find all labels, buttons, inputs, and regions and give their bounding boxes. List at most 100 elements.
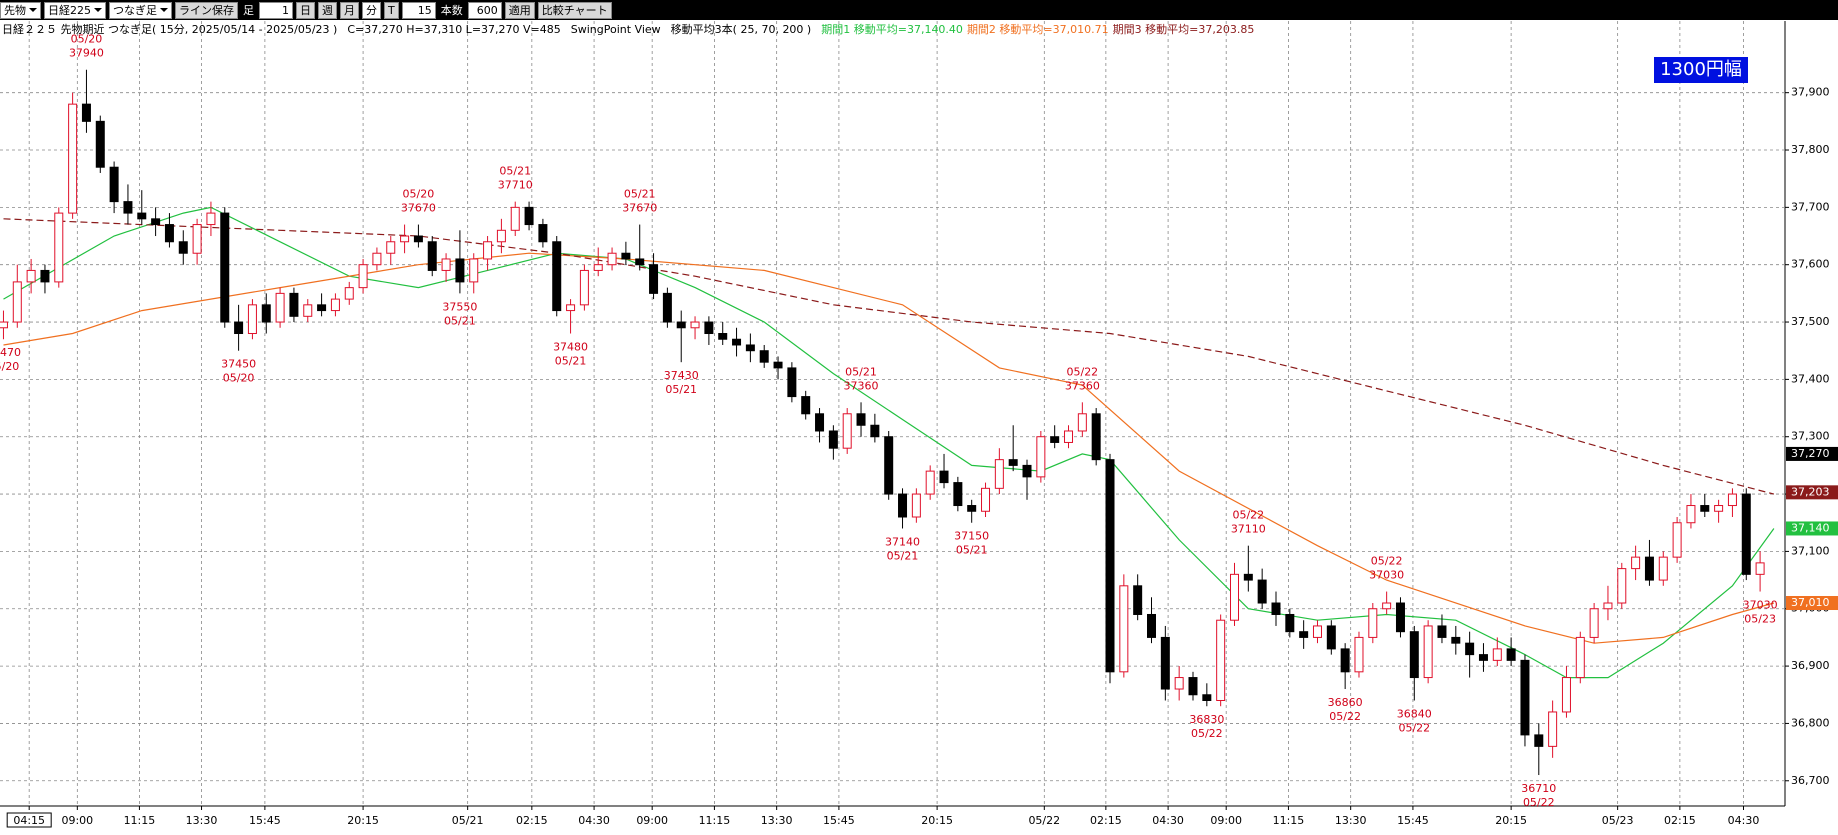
period-button[interactable]: 日: [296, 1, 315, 19]
candle-body: [54, 212, 64, 283]
x-tick-label: 09:00: [1210, 814, 1242, 827]
candle-body: [635, 258, 645, 266]
market-select[interactable]: 先物: [0, 1, 41, 19]
period-button[interactable]: 週: [318, 1, 337, 19]
candle-body: [441, 258, 451, 271]
candle-body: [1147, 613, 1157, 638]
y-tick-label: 36,800: [1791, 716, 1830, 729]
candle-body: [40, 269, 50, 283]
moving-average-line: [3, 218, 1775, 495]
x-tick-label: 15:45: [1397, 814, 1429, 827]
compare-button[interactable]: 比較チャート: [537, 1, 612, 19]
candle-body: [1492, 648, 1502, 661]
candle-body: [704, 321, 714, 335]
candle-body: [510, 206, 520, 231]
candle-body: [579, 269, 589, 306]
x-tick-label: 09:00: [61, 814, 93, 827]
index-select[interactable]: 日経225: [44, 1, 106, 19]
x-tick-label: 15:45: [249, 814, 281, 827]
candle-body: [524, 206, 534, 226]
candle-body: [718, 333, 728, 340]
candle-body: [566, 304, 576, 312]
swing-text: 37670: [401, 202, 436, 215]
swing-text: 05/20: [223, 372, 255, 385]
count-label: 本数: [440, 4, 463, 17]
candle-body: [1520, 659, 1530, 736]
candle-body: [1188, 677, 1198, 696]
x-tick-label: 15:45: [823, 814, 855, 827]
x-tick-label: 20:15: [347, 814, 379, 827]
price-marker-label: 37,010: [1791, 596, 1830, 609]
swing-text: 37450: [221, 358, 256, 371]
candle-body: [483, 241, 493, 260]
swing-text: 36830: [1189, 713, 1224, 726]
candle-body: [1119, 585, 1129, 673]
x-tick-label: 11:15: [1273, 814, 1305, 827]
x-tick-label: 05/21: [452, 814, 484, 827]
price-marker: [1786, 596, 1838, 611]
y-tick-label: 37,400: [1791, 372, 1830, 385]
swing-text: 37550: [442, 300, 477, 313]
candle-body: [1050, 436, 1060, 443]
candle-body: [1534, 734, 1544, 747]
candle-body: [68, 103, 78, 214]
swing-text: 05/22: [1191, 727, 1223, 740]
price-marker-label: 37,203: [1791, 485, 1830, 498]
bar-input[interactable]: 1: [259, 1, 293, 19]
candle-body: [427, 241, 437, 271]
candle-body: [1631, 556, 1641, 570]
candle-body: [607, 252, 617, 266]
period-button[interactable]: T: [384, 1, 399, 19]
count-input[interactable]: 600: [467, 1, 502, 19]
candle-body: [1312, 625, 1322, 638]
swing-text: 37110: [1231, 523, 1266, 536]
x-tick-label: 05/23: [1602, 814, 1634, 827]
candle-body: [842, 413, 852, 449]
candle-body: [1216, 619, 1226, 701]
x-tick-label: 02:15: [1664, 814, 1696, 827]
swing-text: 05/21: [444, 314, 476, 327]
x-tick-label: 04:30: [578, 814, 610, 827]
candle-body: [732, 338, 742, 346]
candle-body: [1229, 573, 1239, 621]
candle-body: [856, 413, 866, 426]
swing-text: 36840: [1397, 707, 1432, 720]
save-button[interactable]: ライン保存: [175, 1, 238, 19]
candle-body: [1382, 602, 1392, 610]
candle-body: [1465, 642, 1475, 656]
swing-text: 36710: [1521, 782, 1556, 795]
swing-text: 05/22: [1371, 555, 1403, 568]
candle-body: [1077, 413, 1087, 432]
candle-body: [759, 350, 769, 363]
candle-body: [649, 264, 659, 294]
candle-body: [593, 264, 603, 271]
candle-body: [372, 252, 382, 266]
candle-body: [745, 344, 755, 352]
candle-body: [1658, 556, 1668, 581]
y-tick-label: 37,800: [1791, 143, 1830, 156]
legend-entry: 期間3 移動平均=37,203.85: [1112, 23, 1255, 36]
candle-body: [1644, 556, 1654, 581]
swing-text: 05/22: [1523, 796, 1555, 809]
chart-kind-select[interactable]: つなぎ足: [109, 1, 172, 19]
apply-button[interactable]: 適用: [504, 1, 535, 19]
swing-text: 37360: [844, 379, 879, 392]
candle-body: [898, 493, 908, 518]
y-tick-label: 37,900: [1791, 86, 1830, 99]
candle-body: [1354, 636, 1364, 673]
candle-body: [151, 218, 161, 226]
period-button[interactable]: 分: [362, 1, 381, 19]
range-badge: 1300円幅: [1654, 57, 1748, 83]
swing-text: 05/21: [887, 549, 919, 562]
swing-text: 05/20: [403, 188, 435, 201]
period-button[interactable]: 月: [340, 1, 359, 19]
minutes-input[interactable]: 15: [401, 1, 436, 19]
candle-body: [1672, 522, 1682, 558]
